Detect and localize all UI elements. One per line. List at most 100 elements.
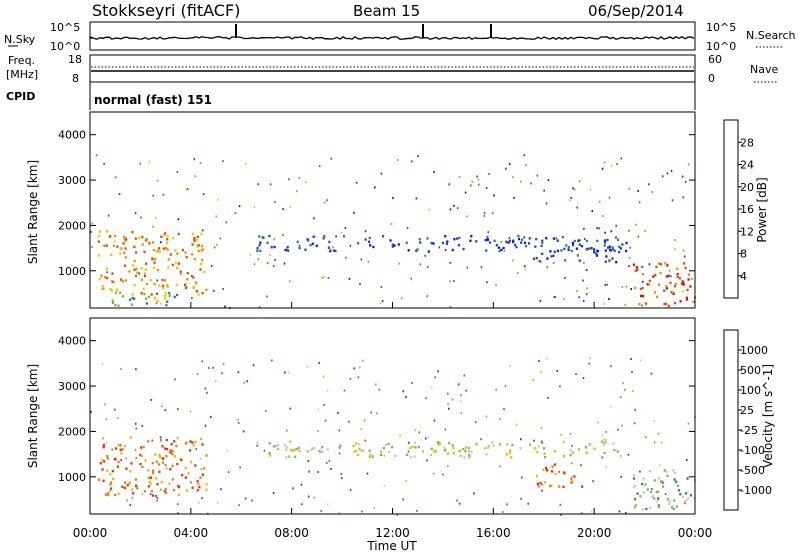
heatmap-cell — [285, 448, 288, 451]
heatmap-cell — [587, 247, 590, 250]
heatmap-cell — [266, 241, 269, 244]
heatmap-cell — [134, 212, 137, 215]
heatmap-cell — [175, 261, 178, 265]
colorbar-frame — [723, 119, 739, 299]
heatmap-cell — [505, 167, 507, 170]
heatmap-cell — [177, 262, 181, 265]
heatmap-cell — [632, 486, 635, 489]
heatmap-cell — [101, 287, 103, 290]
heatmap-cell — [556, 249, 559, 253]
heatmap-cell — [449, 208, 452, 211]
heatmap-cell — [107, 493, 110, 497]
beam-title: Beam 15 — [353, 2, 420, 20]
heatmap-cell — [298, 246, 301, 250]
heatmap-cell — [621, 243, 624, 246]
heatmap-cell — [451, 398, 454, 401]
heatmap-cell — [555, 237, 558, 240]
heatmap-cell — [135, 427, 138, 430]
heatmap-cell — [430, 447, 433, 450]
heatmap-cell — [684, 501, 687, 504]
heatmap-cell — [682, 290, 684, 293]
heatmap-cell — [274, 201, 276, 203]
heatmap-cell — [352, 444, 355, 448]
x-axis-label: Time UT — [366, 539, 417, 553]
heatmap-cell — [639, 495, 642, 498]
heatmap-cell — [164, 463, 167, 467]
heatmap-cell — [523, 154, 526, 157]
heatmap-cell — [583, 262, 585, 264]
heatmap-cell — [460, 400, 462, 403]
heatmap-cell — [101, 363, 104, 366]
heatmap-cell — [165, 455, 168, 458]
heatmap-cell — [143, 490, 146, 493]
heatmap-cell — [534, 245, 537, 248]
heatmap-cell — [635, 266, 638, 269]
heatmap-cell — [158, 250, 161, 253]
heatmap-cell — [475, 443, 478, 446]
heatmap-cell — [684, 180, 687, 183]
heatmap-cell — [155, 302, 158, 305]
heatmap-cell — [624, 303, 627, 306]
heatmap-cell — [298, 244, 301, 247]
heatmap-cell — [205, 288, 208, 292]
heatmap-cell — [140, 278, 143, 281]
heatmap-cell — [308, 470, 310, 473]
heatmap-cell — [201, 229, 204, 232]
heatmap-cell — [661, 175, 664, 178]
heatmap-cell — [106, 457, 109, 460]
heatmap-cell — [536, 482, 539, 486]
heatmap-cell — [648, 183, 650, 186]
heatmap-cell — [577, 448, 580, 451]
heatmap-cell — [184, 466, 187, 470]
heatmap-cell — [506, 443, 509, 446]
heatmap-cell — [313, 447, 316, 450]
heatmap-cell — [139, 162, 142, 165]
heatmap-cell — [458, 383, 460, 386]
heatmap-cell — [164, 297, 167, 300]
heatmap-cell — [242, 430, 245, 433]
heatmap-cell — [205, 488, 208, 491]
heatmap-cell — [158, 453, 161, 457]
heatmap-cell — [561, 235, 564, 239]
heatmap-cell — [160, 241, 162, 244]
heatmap-cell — [135, 267, 138, 270]
heatmap-cell — [663, 289, 666, 292]
heatmap-cell — [407, 249, 410, 252]
noise-tick-left-bottom: 10^0 — [50, 40, 80, 53]
heatmap-cell — [338, 446, 341, 449]
heatmap-cell — [628, 257, 631, 260]
heatmap-cell — [106, 469, 109, 472]
heatmap-cell — [571, 462, 573, 465]
heatmap-cell — [682, 196, 685, 199]
heatmap-cell — [453, 451, 455, 454]
heatmap-cell — [670, 291, 673, 294]
heatmap-cell — [624, 388, 626, 391]
heatmap-cell — [174, 378, 176, 381]
heatmap-cell — [676, 267, 679, 270]
heatmap-cell — [378, 388, 381, 391]
heatmap-cell — [625, 285, 628, 288]
heatmap-cell — [275, 444, 278, 448]
heatmap-cell — [148, 295, 151, 299]
heatmap-cell — [486, 236, 489, 239]
heatmap-cell — [256, 249, 259, 253]
heatmap-cell — [144, 274, 147, 278]
heatmap-cell — [665, 275, 668, 278]
heatmap-cell — [117, 492, 120, 495]
heatmap-cell — [318, 165, 321, 168]
heatmap-cell — [199, 162, 202, 165]
heatmap-cell — [543, 189, 545, 192]
heatmap-cell — [179, 270, 182, 273]
heatmap-cell — [511, 443, 514, 446]
heatmap-cell — [200, 250, 203, 253]
heatmap-cell — [680, 282, 683, 286]
heatmap-cell — [374, 186, 376, 189]
cpid-label: CPID — [6, 90, 35, 103]
heatmap-cell — [432, 242, 435, 245]
heatmap-cell — [483, 214, 486, 217]
heatmap-cell — [630, 288, 632, 290]
heatmap-cell — [106, 271, 108, 274]
heatmap-cell — [500, 248, 503, 252]
heatmap-cell — [328, 459, 331, 462]
heatmap-cell — [160, 488, 163, 491]
